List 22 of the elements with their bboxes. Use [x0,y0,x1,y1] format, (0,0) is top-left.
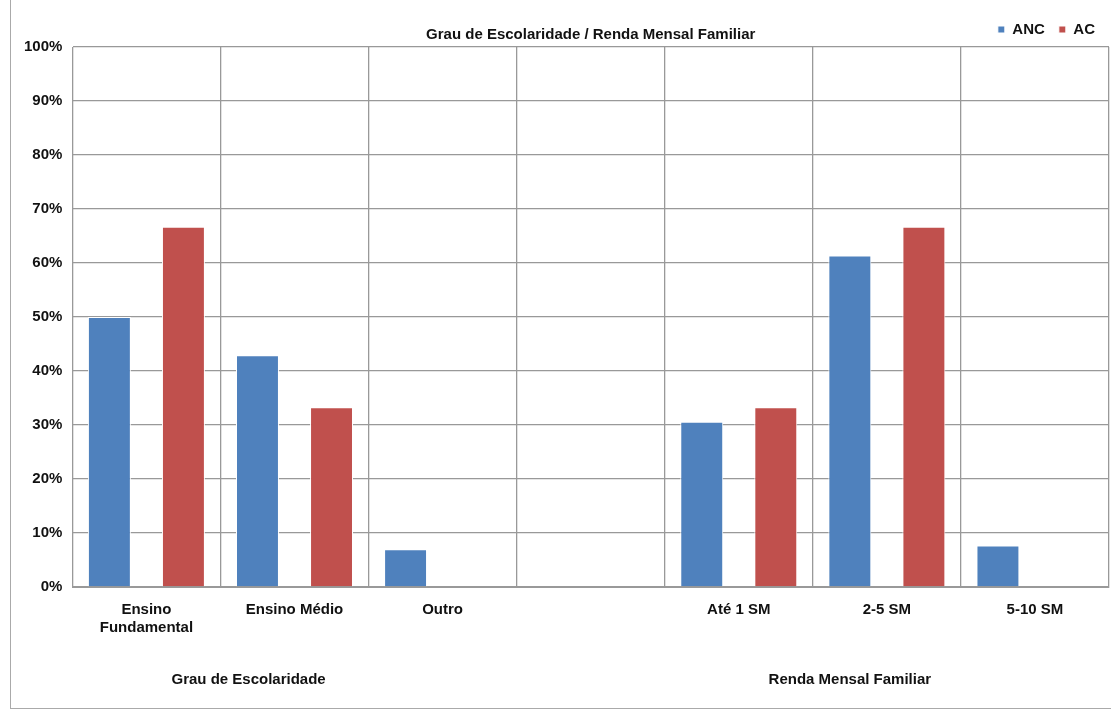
y-tick-label: 90% [32,91,63,109]
x-tick-label: Até 1 SM [707,600,771,618]
y-tick-label: 50% [32,307,63,325]
x-tick-label: Ensino Médio [245,600,344,618]
y-tick-label: 70% [32,199,63,217]
y-tick-label: 40% [32,361,63,379]
x-tick-label: 5-10 SM [1006,600,1064,618]
y-tick-label: 30% [32,415,63,433]
x-tick-label: 2-5 SM [862,600,912,618]
y-tick-label: 100% [23,37,63,55]
y-tick-label: 80% [32,145,63,163]
y-tick-label: 60% [32,253,63,271]
text: Grau de Escolaridade [171,670,326,687]
x-tick-label: Ensino Fundamental [99,600,194,636]
chart-title: Grau de Escolaridade / Renda Mensal Familiar [426,25,756,42]
legend-label: ANC [1012,19,1045,37]
legend-label: AC [1073,19,1096,37]
y-tick-label: 10% [32,523,63,541]
x-tick-label: Outro [422,600,464,618]
y-tick-label: 20% [32,469,63,487]
text: Renda Mensal Familiar [768,670,932,687]
y-tick-label: 0% [40,577,63,595]
